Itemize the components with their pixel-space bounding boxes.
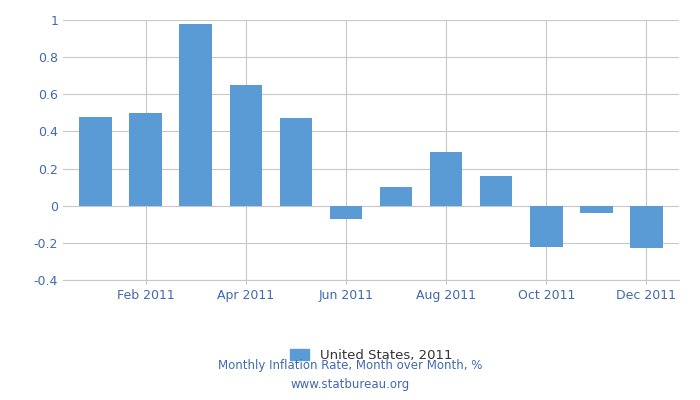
Bar bbox=[330, 206, 362, 219]
Bar bbox=[630, 206, 663, 248]
Bar bbox=[480, 176, 512, 206]
Bar bbox=[580, 206, 612, 213]
Text: Monthly Inflation Rate, Month over Month, %: Monthly Inflation Rate, Month over Month… bbox=[218, 360, 482, 372]
Legend: United States, 2011: United States, 2011 bbox=[284, 344, 458, 367]
Bar bbox=[179, 24, 212, 206]
Bar bbox=[530, 206, 563, 246]
Bar bbox=[279, 118, 312, 206]
Text: www.statbureau.org: www.statbureau.org bbox=[290, 378, 410, 391]
Bar bbox=[79, 116, 112, 206]
Bar bbox=[130, 113, 162, 206]
Bar bbox=[380, 187, 412, 206]
Bar bbox=[430, 152, 463, 206]
Bar bbox=[230, 85, 262, 206]
